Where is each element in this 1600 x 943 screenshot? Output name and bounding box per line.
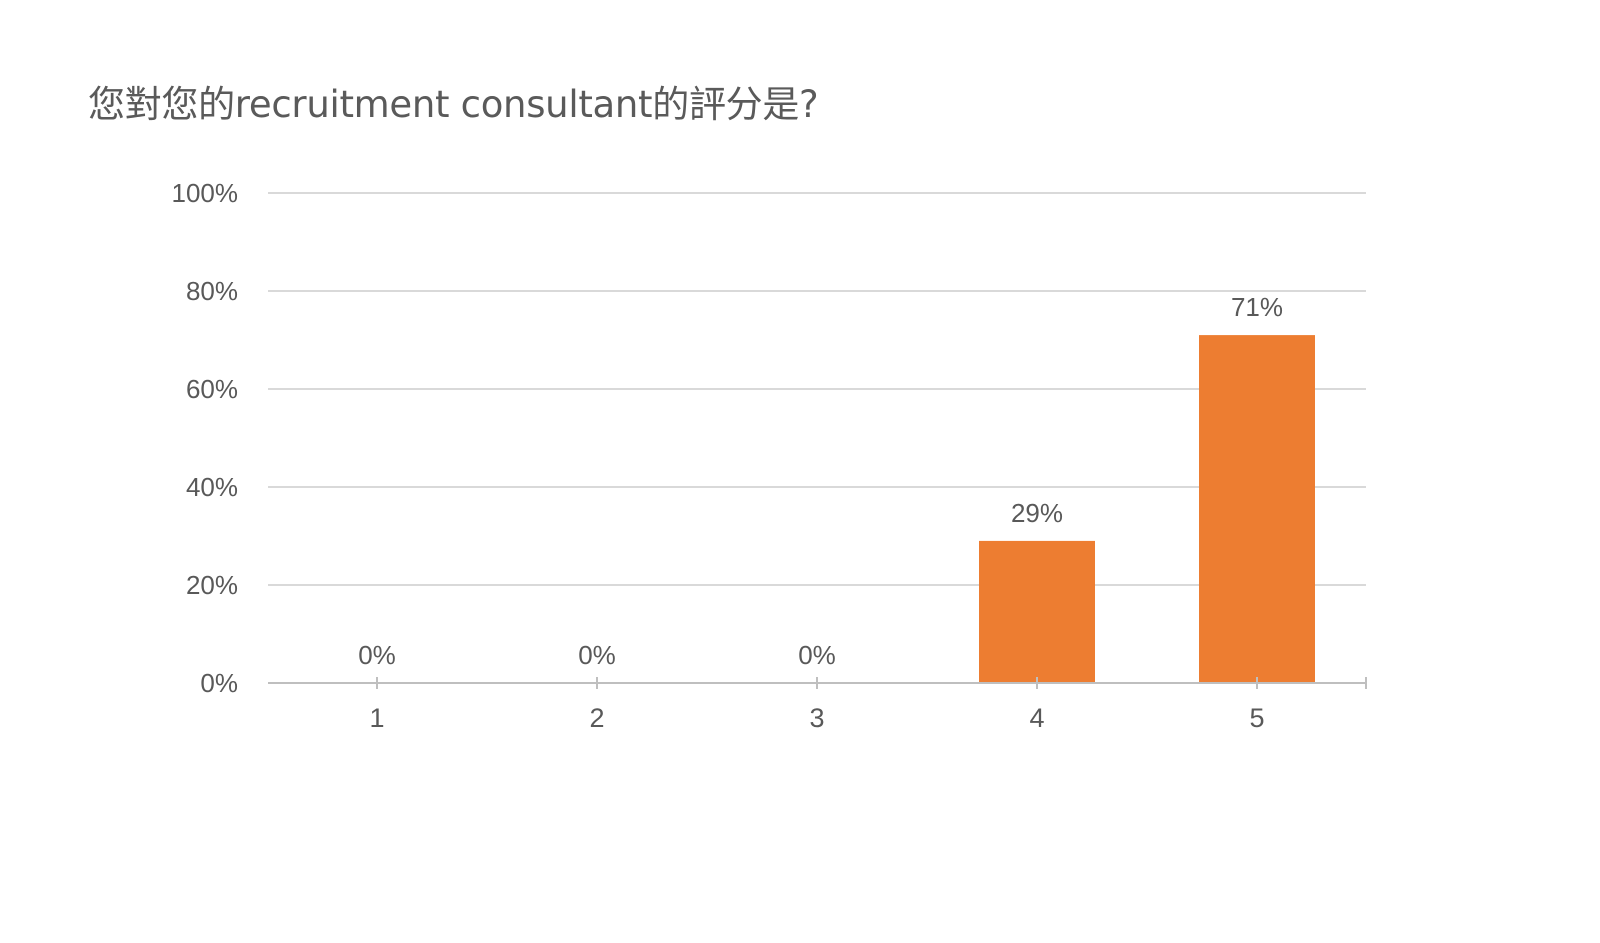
y-tick-label: 100% xyxy=(172,178,239,208)
x-tick-label: 1 xyxy=(369,703,384,733)
gridlines xyxy=(268,192,1366,586)
y-tick-label: 80% xyxy=(186,276,238,306)
data-label: 29% xyxy=(1011,498,1063,528)
bar-4 xyxy=(979,540,1095,683)
bars xyxy=(979,335,1315,683)
y-tick-label: 60% xyxy=(186,374,238,404)
y-tick-label: 20% xyxy=(186,570,238,600)
x-tick-labels: 1 2 3 4 5 xyxy=(369,703,1264,733)
x-tick-label: 3 xyxy=(809,703,824,733)
y-tick-label: 40% xyxy=(186,472,238,502)
data-label: 0% xyxy=(578,640,616,670)
x-tick-label: 5 xyxy=(1249,703,1264,733)
x-axis xyxy=(268,677,1367,689)
x-tick-label: 4 xyxy=(1029,703,1044,733)
data-label: 0% xyxy=(798,640,836,670)
question-title: 您對您的recruitment consultant的評分是? xyxy=(88,83,819,126)
data-labels: 0% 0% 0% 29% 71% xyxy=(358,292,1283,670)
data-label: 0% xyxy=(358,640,396,670)
bar-5 xyxy=(1199,335,1315,683)
y-tick-label: 0% xyxy=(200,668,238,698)
data-label: 71% xyxy=(1231,292,1283,322)
y-tick-labels: 0% 20% 40% 60% 80% 100% xyxy=(172,178,239,698)
x-tick-label: 2 xyxy=(589,703,604,733)
